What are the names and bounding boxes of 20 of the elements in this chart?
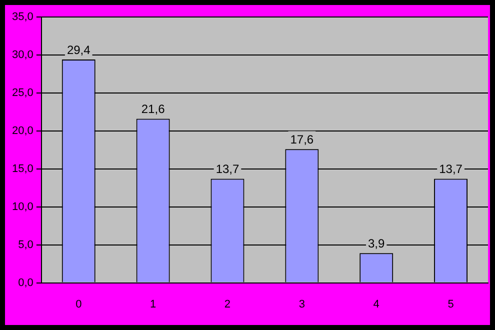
y-tick-label: 15,0 bbox=[12, 162, 34, 175]
x-tick-label: 3 bbox=[298, 298, 305, 310]
x-tick-label: 5 bbox=[448, 298, 454, 310]
data-label: 17,6 bbox=[290, 132, 314, 146]
x-tick-label: 0 bbox=[76, 298, 82, 310]
y-tick-label: 25,0 bbox=[12, 86, 34, 99]
data-label: 13,7 bbox=[439, 162, 463, 176]
x-tick-label: 2 bbox=[224, 298, 231, 310]
data-label: 3,9 bbox=[368, 236, 386, 250]
x-tick-label: 4 bbox=[373, 298, 380, 310]
y-tick-label: 5,0 bbox=[18, 238, 34, 251]
y-tick-label: 0,0 bbox=[18, 276, 34, 289]
x-tick-label: 1 bbox=[150, 298, 156, 310]
y-tick-label: 10,0 bbox=[12, 200, 34, 213]
y-tick-label: 20,0 bbox=[12, 124, 34, 137]
y-tick-label: 30,0 bbox=[12, 49, 34, 62]
data-label: 21,6 bbox=[141, 102, 166, 116]
data-label: 29,4 bbox=[66, 42, 91, 57]
data-label: 13,7 bbox=[216, 162, 240, 176]
y-tick-label: 35,0 bbox=[12, 11, 34, 24]
